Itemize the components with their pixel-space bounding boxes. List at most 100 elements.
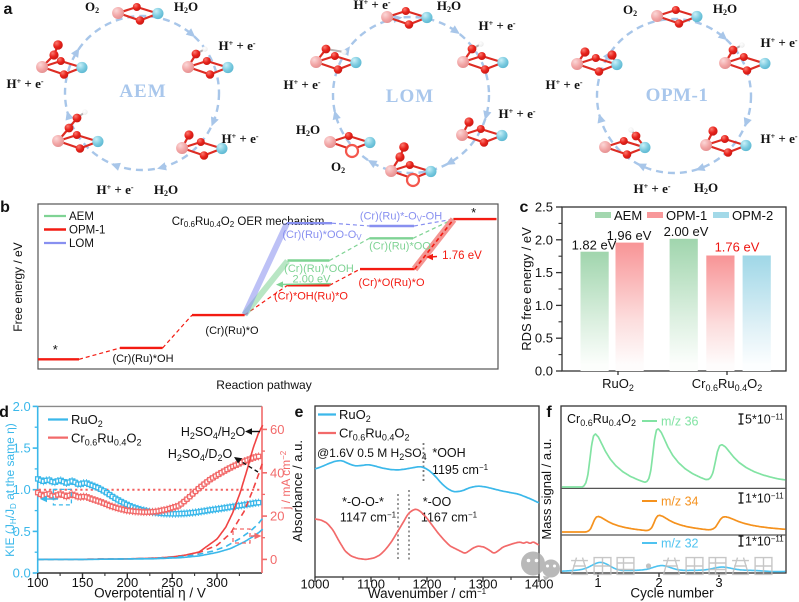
svg-text:0.0: 0.0 [13, 566, 31, 581]
svg-text:250: 250 [161, 575, 183, 590]
svg-text:m/z 36: m/z 36 [661, 415, 699, 429]
svg-text:2.00 eV: 2.00 eV [293, 274, 332, 286]
svg-text:RuO2: RuO2 [602, 376, 634, 393]
svg-text:*-O-O-*: *-O-O-* [342, 495, 384, 509]
svg-text:a: a [4, 1, 13, 18]
svg-text:RuO2: RuO2 [339, 407, 371, 424]
svg-text:@1.6V 0.5 M H2SO4: @1.6V 0.5 M H2SO4 [317, 446, 427, 462]
svg-text:2.5: 2.5 [535, 200, 553, 215]
svg-text:(Cr)(Ru)*O: (Cr)(Ru)*O [205, 325, 259, 337]
svg-text:2.0: 2.0 [13, 399, 31, 414]
svg-text:1100: 1100 [357, 577, 385, 592]
svg-text:1.76 eV: 1.76 eV [715, 240, 760, 255]
svg-text:H+ + e-: H+ + e- [96, 182, 133, 197]
svg-text:1147 cm−1: 1147 cm−1 [340, 511, 397, 525]
svg-text:b: b [0, 199, 10, 216]
svg-text:H2O: H2O [174, 0, 198, 15]
svg-text:0: 0 [270, 552, 277, 567]
svg-text:60: 60 [270, 422, 284, 437]
svg-text:1300: 1300 [469, 577, 498, 592]
svg-text:1.5: 1.5 [535, 265, 553, 280]
svg-text:H+ + e-: H+ + e- [283, 77, 320, 92]
svg-text:Cr0.6Ru0.4O2: Cr0.6Ru0.4O2 [71, 431, 142, 448]
svg-text:H+ + e-: H+ + e- [353, 0, 390, 12]
svg-text:m/z 34: m/z 34 [661, 495, 699, 509]
svg-text:Reaction pathway: Reaction pathway [216, 378, 311, 392]
svg-text:RDS free energy / eV: RDS free energy / eV [519, 227, 534, 351]
svg-text:H+ + e-: H+ + e- [478, 18, 515, 33]
svg-text:OPM-1: OPM-1 [666, 208, 707, 223]
svg-text:(Cr)(Ru)*-OV-OH: (Cr)(Ru)*-OV-OH [360, 211, 442, 224]
svg-text:H+ + e-: H+ + e- [760, 131, 797, 146]
svg-text:H+ + e-: H+ + e- [218, 38, 255, 53]
svg-text:1400: 1400 [525, 577, 554, 592]
svg-text:Cr0.6Ru0.4O2: Cr0.6Ru0.4O2 [692, 376, 763, 393]
svg-text:3: 3 [715, 575, 722, 590]
svg-text:OPM-2: OPM-2 [732, 208, 773, 223]
svg-text:1.5: 1.5 [13, 441, 31, 456]
svg-text:*: * [471, 205, 476, 220]
svg-text:1: 1 [594, 575, 601, 590]
svg-text:(Cr)(Ru)*OO-OV: (Cr)(Ru)*OO-OV [282, 229, 362, 242]
svg-text:AEM: AEM [69, 211, 94, 223]
svg-text:(Cr)(Ru)*OO: (Cr)(Ru)*OO [369, 241, 431, 253]
svg-text:1.0: 1.0 [13, 482, 31, 497]
svg-text:1200: 1200 [413, 577, 442, 592]
svg-text:2.0: 2.0 [535, 232, 553, 247]
svg-text:1.96 eV: 1.96 eV [607, 228, 652, 243]
svg-text:H2O: H2O [154, 182, 178, 198]
svg-text:Free energy / eV: Free energy / eV [11, 242, 25, 331]
svg-text:(Cr)(Ru)*OH: (Cr)(Ru)*OH [112, 353, 173, 365]
svg-text:1195 cm−1: 1195 cm−1 [432, 463, 489, 477]
svg-text:2.00 eV: 2.00 eV [664, 224, 709, 239]
svg-text:*-OO: *-OO [423, 495, 452, 509]
svg-text:40: 40 [270, 465, 284, 480]
svg-text:RuO2: RuO2 [71, 412, 103, 429]
svg-text:1.76 eV: 1.76 eV [442, 250, 482, 262]
svg-text:H2O: H2O [437, 0, 461, 14]
svg-text:(Cr)(Ru)*OOH: (Cr)(Ru)*OOH [284, 263, 354, 275]
svg-text:1.82 eV: 1.82 eV [572, 238, 617, 253]
svg-text:H+ + e-: H+ + e- [760, 35, 797, 50]
svg-text:100: 100 [27, 575, 49, 590]
svg-text:j / mA cm−2: j / mA cm−2 [279, 450, 293, 510]
svg-text:1.0: 1.0 [535, 298, 553, 313]
svg-text:c: c [520, 199, 529, 216]
svg-text:OPM-1: OPM-1 [646, 85, 709, 106]
svg-text:H+ + e-: H+ + e- [545, 77, 582, 92]
svg-text:150: 150 [72, 575, 94, 590]
svg-text:m/z 32: m/z 32 [661, 537, 699, 551]
svg-text:0.5: 0.5 [13, 524, 31, 539]
svg-text:20: 20 [270, 509, 284, 524]
svg-text:H+ + e-: H+ + e- [633, 181, 670, 196]
svg-text:Absorbance / a.u.: Absorbance / a.u. [290, 440, 305, 542]
svg-text:d: d [0, 404, 9, 421]
svg-text:H2O: H2O [713, 1, 737, 17]
svg-text:1000: 1000 [301, 577, 330, 592]
svg-text:H+ + e-: H+ + e- [221, 131, 258, 146]
svg-text:AEM: AEM [614, 208, 642, 223]
svg-text:e: e [295, 404, 304, 421]
svg-text:LOM: LOM [386, 86, 434, 107]
svg-text:f: f [546, 404, 552, 421]
svg-text:Wavenumber / cm−1: Wavenumber / cm−1 [368, 586, 487, 601]
svg-text:1167 cm−1: 1167 cm−1 [421, 511, 478, 525]
svg-text:H2SO4/H2O: H2SO4/H2O [181, 425, 246, 441]
svg-text:H2O: H2O [296, 122, 320, 138]
svg-text:Cycle number: Cycle number [630, 586, 714, 601]
svg-text:H2SO4/D2O: H2SO4/D2O [168, 447, 233, 463]
svg-text:H+ + e-: H+ + e- [6, 76, 43, 91]
svg-text:Cr0.6Ru0.4O2: Cr0.6Ru0.4O2 [339, 426, 410, 443]
svg-text:H+ + e-: H+ + e- [498, 106, 535, 121]
svg-text:2: 2 [655, 575, 662, 590]
svg-text:0.5: 0.5 [535, 331, 553, 346]
svg-text:H2O: H2O [694, 180, 718, 196]
svg-text:Overpotential η / V: Overpotential η / V [94, 586, 206, 601]
svg-text:Mass signal / a.u.: Mass signal / a.u. [539, 438, 554, 539]
svg-text:*: * [53, 342, 58, 357]
svg-text:(Cr)*O(Ru)*O: (Cr)*O(Ru)*O [359, 277, 425, 289]
svg-text:200: 200 [116, 575, 138, 590]
svg-text:300: 300 [206, 575, 228, 590]
svg-text:AEM: AEM [119, 81, 166, 102]
svg-text:(Cr)*OH(Ru)*O: (Cr)*OH(Ru)*O [274, 291, 348, 303]
